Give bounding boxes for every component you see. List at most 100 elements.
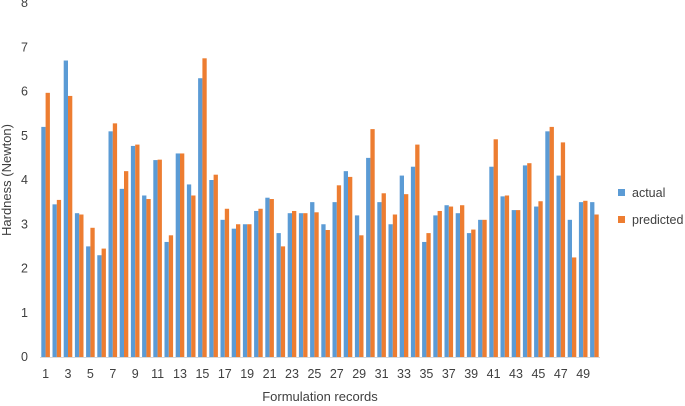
legend-label-actual: actual [632, 186, 665, 200]
y-axis-ticks: 0 1 2 3 4 5 6 7 8 [21, 0, 28, 364]
bar-actual-39 [466, 233, 472, 357]
bar-actual-33 [399, 175, 404, 357]
bar-predicted-11 [157, 159, 162, 357]
bars [41, 58, 599, 358]
bar-predicted-50 [594, 214, 599, 357]
bar-predicted-3 [68, 95, 73, 358]
bar-predicted-28 [348, 176, 353, 357]
bar-predicted-30 [370, 129, 375, 357]
bar-actual-22 [276, 233, 281, 357]
bar-actual-36 [433, 215, 438, 357]
x-tick-label: 7 [109, 367, 116, 381]
bar-predicted-13 [180, 153, 185, 357]
bar-actual-29 [354, 215, 360, 357]
bar-actual-50 [590, 202, 595, 358]
bar-actual-49 [578, 202, 584, 358]
bar-predicted-21 [269, 199, 274, 357]
bar-predicted-42 [504, 195, 510, 357]
x-tick-label: 13 [173, 367, 187, 381]
x-tick-label: 45 [531, 367, 545, 381]
bar-actual-12 [164, 241, 169, 357]
bar-actual-47 [556, 175, 561, 357]
bar-actual-38 [455, 213, 460, 357]
bar-predicted-16 [213, 174, 218, 357]
bar-predicted-49 [583, 200, 588, 357]
y-tick-label: 6 [21, 85, 28, 99]
legend-swatch-predicted [618, 216, 625, 223]
x-tick-label: 27 [330, 367, 344, 381]
x-axis-ticks: 1 3 5 7 9 11 13 15 17 19 21 23 25 27 29 31 33 35 37 39 41 43 4… [42, 367, 590, 381]
bar-actual-35 [422, 241, 427, 357]
bar-actual-17 [220, 219, 225, 357]
bar-predicted-23 [292, 210, 297, 357]
y-tick-label: 7 [21, 40, 28, 54]
bar-predicted-26 [325, 230, 330, 357]
x-tick-label: 25 [307, 367, 321, 381]
bar-predicted-43 [516, 210, 521, 357]
bar-predicted-14 [191, 195, 196, 357]
bar-predicted-12 [168, 235, 174, 357]
bar-predicted-46 [549, 126, 554, 358]
x-tick-label: 17 [218, 367, 232, 381]
bar-predicted-34 [415, 144, 420, 357]
y-tick-label: 3 [21, 217, 28, 231]
bar-actual-44 [522, 165, 528, 357]
bar-actual-19 [242, 224, 248, 357]
x-tick-label: 31 [375, 367, 389, 381]
bar-actual-11 [153, 160, 158, 357]
bar-predicted-6 [101, 248, 106, 357]
bar-actual-13 [175, 153, 180, 357]
bar-actual-31 [377, 202, 382, 358]
bar-actual-4 [74, 213, 80, 357]
y-tick-label: 0 [21, 350, 28, 364]
bar-predicted-36 [437, 210, 442, 357]
bar-actual-21 [265, 197, 270, 357]
x-tick-label: 21 [263, 367, 277, 381]
bar-actual-23 [287, 213, 292, 357]
bar-actual-16 [209, 180, 214, 357]
y-axis-title: Hardness (Newton) [0, 124, 14, 236]
bar-predicted-25 [314, 212, 319, 357]
x-tick-label: 41 [487, 367, 501, 381]
bar-actual-10 [142, 195, 147, 357]
bar-actual-8 [119, 188, 124, 357]
bar-predicted-9 [135, 144, 140, 357]
bar-predicted-40 [482, 219, 487, 357]
bar-actual-26 [321, 224, 326, 357]
x-tick-label: 19 [240, 367, 254, 381]
bar-actual-18 [231, 228, 236, 357]
x-tick-label: 35 [419, 367, 433, 381]
bar-actual-1 [41, 126, 46, 358]
bar-predicted-32 [392, 214, 398, 357]
bar-actual-25 [310, 202, 315, 358]
legend: actual predicted [618, 186, 683, 227]
x-tick-label: 39 [464, 367, 478, 381]
bar-predicted-44 [527, 163, 532, 357]
y-tick-label: 1 [21, 306, 28, 320]
bar-predicted-7 [112, 123, 118, 357]
bar-predicted-4 [79, 214, 84, 357]
x-tick-label: 9 [132, 367, 139, 381]
bar-predicted-39 [471, 229, 476, 357]
bar-actual-2 [52, 204, 57, 357]
bar-predicted-48 [572, 257, 577, 357]
bar-predicted-5 [90, 227, 95, 357]
bar-predicted-18 [236, 224, 241, 357]
bar-predicted-37 [448, 206, 454, 357]
bar-actual-27 [332, 202, 337, 358]
x-tick-label: 33 [397, 367, 411, 381]
x-tick-label: 5 [87, 367, 94, 381]
bar-predicted-24 [303, 213, 308, 357]
bar-actual-6 [97, 255, 102, 357]
bar-actual-45 [534, 206, 539, 357]
bar-predicted-22 [280, 246, 286, 358]
bar-predicted-17 [224, 208, 230, 357]
bar-predicted-2 [56, 199, 62, 357]
x-tick-label: 15 [195, 367, 209, 381]
x-tick-label: 49 [576, 367, 590, 381]
bar-actual-37 [444, 205, 449, 357]
bar-actual-5 [86, 246, 91, 358]
y-tick-label: 4 [21, 173, 28, 187]
x-tick-label: 37 [442, 367, 456, 381]
